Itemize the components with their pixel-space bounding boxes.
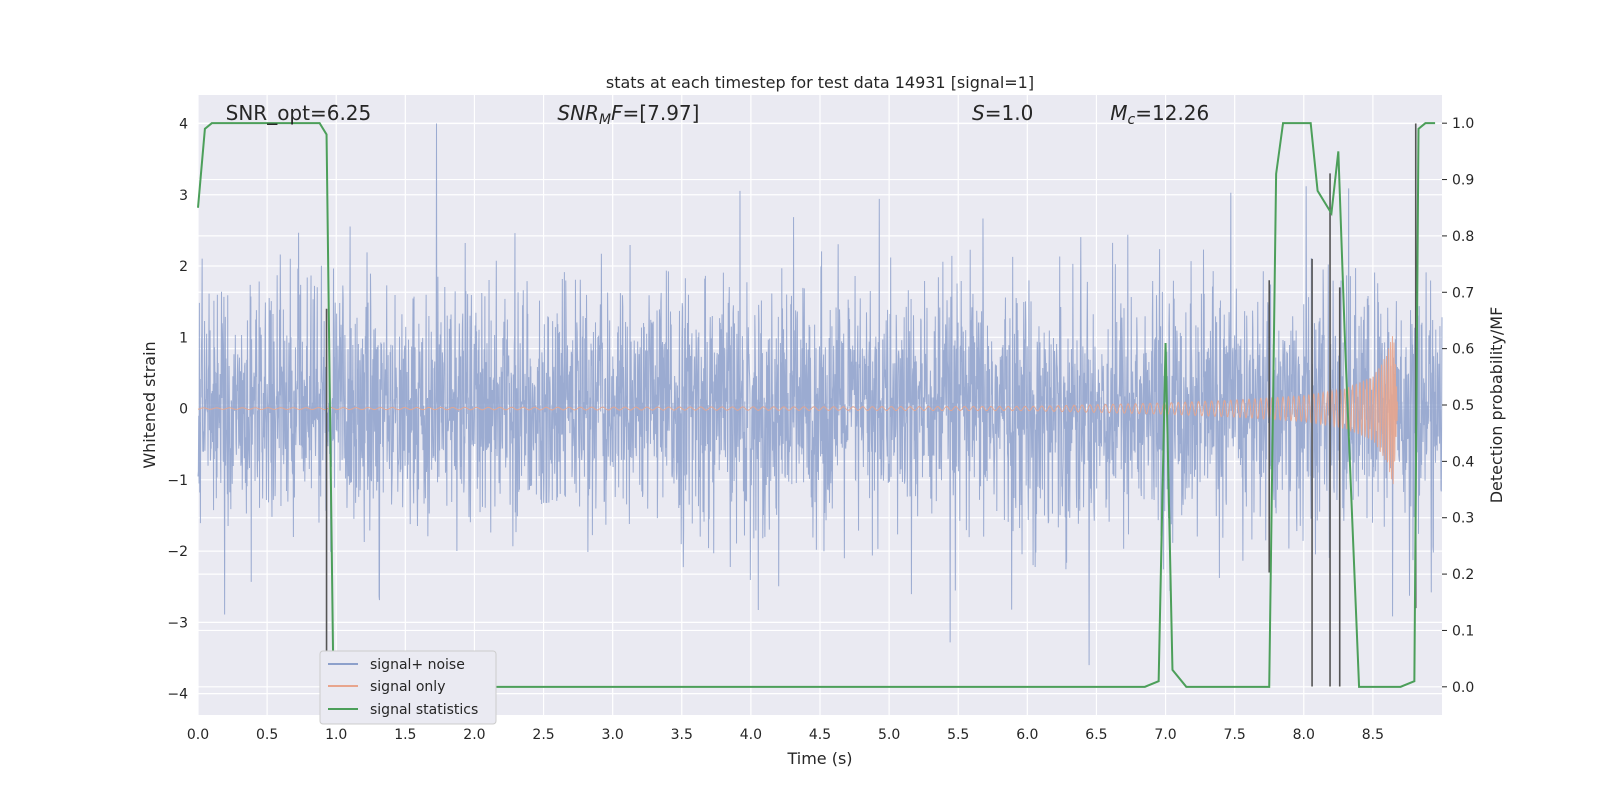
y-right-tick-label-0: 0.0 xyxy=(1452,680,1474,696)
x-tick-label-2: 1.0 xyxy=(325,727,347,743)
annotation-2: S=1.0 xyxy=(972,101,1033,125)
x-tick-label-17: 8.5 xyxy=(1362,727,1384,743)
y-left-axis-label: Whitened strain xyxy=(140,341,159,468)
x-tick-label-10: 5.0 xyxy=(878,727,900,743)
annotations: SNR_opt=6.25 SNRMF=[7.97] S=1.0 Mc=12.26 xyxy=(226,101,1210,128)
y-right-tick-labels: 0.0 0.1 0.2 0.3 0.4 0.5 0.6 0.7 0.8 0.9 1.0 xyxy=(1442,116,1474,696)
y-left-tick-label-0: −4 xyxy=(167,687,188,703)
y-right-tick-label-7: 0.7 xyxy=(1452,285,1474,301)
y-left-tick-label-5: 1 xyxy=(179,330,188,346)
y-left-tick-label-3: −1 xyxy=(167,473,188,489)
y-left-tick-label-4: 0 xyxy=(179,402,188,418)
y-right-tick-label-4: 0.4 xyxy=(1452,454,1474,470)
x-tick-label-4: 2.0 xyxy=(463,727,485,743)
y-left-tick-labels: −4 −3 −2 −1 0 1 2 3 4 xyxy=(167,117,188,703)
legend-label-signal-only: signal only xyxy=(370,679,445,695)
y-left-tick-label-7: 3 xyxy=(179,188,188,204)
x-tick-label-12: 6.0 xyxy=(1016,727,1038,743)
y-left-tick-label-6: 2 xyxy=(179,259,188,275)
legend-label-signal-statistics: signal statistics xyxy=(370,702,478,718)
signal-noise-series xyxy=(197,123,1443,666)
legend-box xyxy=(319,650,497,725)
y-right-tick-label-1: 0.1 xyxy=(1452,623,1474,639)
signal-only-series xyxy=(197,336,1399,485)
x-tick-label-1: 0.5 xyxy=(256,727,278,743)
x-tick-label-15: 7.5 xyxy=(1224,727,1246,743)
x-tick-label-6: 3.0 xyxy=(602,727,624,743)
annotation-0: SNR_opt=6.25 xyxy=(226,101,372,125)
y-left-tick-label-1: −3 xyxy=(167,615,188,631)
legend-label-signal-noise: signal+ noise xyxy=(370,657,465,673)
signal-statistics-series xyxy=(197,122,1436,688)
x-tick-label-7: 3.5 xyxy=(671,727,693,743)
x-tick-label-5: 2.5 xyxy=(532,727,554,743)
y-right-tick-label-3: 0.3 xyxy=(1452,511,1474,527)
x-tick-label-3: 1.5 xyxy=(394,727,416,743)
y-right-tick-label-5: 0.5 xyxy=(1452,398,1474,414)
y-right-tick-label-2: 0.2 xyxy=(1452,567,1474,583)
annotation-1: SNRMF=[7.97] xyxy=(557,101,699,128)
y-right-tick-label-9: 0.9 xyxy=(1452,173,1474,189)
chart-title: stats at each timestep for test data 149… xyxy=(606,73,1034,92)
x-tick-label-14: 7.0 xyxy=(1154,727,1176,743)
x-tick-label-11: 5.5 xyxy=(947,727,969,743)
y-right-axis-label: Detection probability/MF xyxy=(1487,307,1506,504)
x-tick-label-16: 8.0 xyxy=(1293,727,1315,743)
x-tick-label-9: 4.5 xyxy=(809,727,831,743)
y-right-tick-label-10: 1.0 xyxy=(1452,116,1474,132)
x-tick-label-8: 4.0 xyxy=(740,727,762,743)
annotation-3: Mc=12.26 xyxy=(1110,101,1209,128)
x-tick-label-0: 0.0 xyxy=(187,727,209,743)
y-right-tick-label-6: 0.6 xyxy=(1452,342,1474,358)
y-left-tick-label-2: −2 xyxy=(167,544,188,560)
legend: signal+ noise signal only signal statist… xyxy=(319,650,497,725)
x-tick-labels: 0.0 0.5 1.0 1.5 2.0 2.5 3.0 3.5 4.0 4.5 5.0 5.5 6.0 6… xyxy=(187,727,1384,743)
y-right-tick-label-8: 0.8 xyxy=(1452,229,1474,245)
signal-only-line xyxy=(197,336,1399,485)
signal-noise-line xyxy=(197,123,1443,666)
x-axis-label: Time (s) xyxy=(786,749,852,768)
y-left-tick-label-8: 4 xyxy=(179,117,188,133)
signal-statistics-line xyxy=(197,122,1436,688)
x-tick-label-13: 6.5 xyxy=(1085,727,1107,743)
